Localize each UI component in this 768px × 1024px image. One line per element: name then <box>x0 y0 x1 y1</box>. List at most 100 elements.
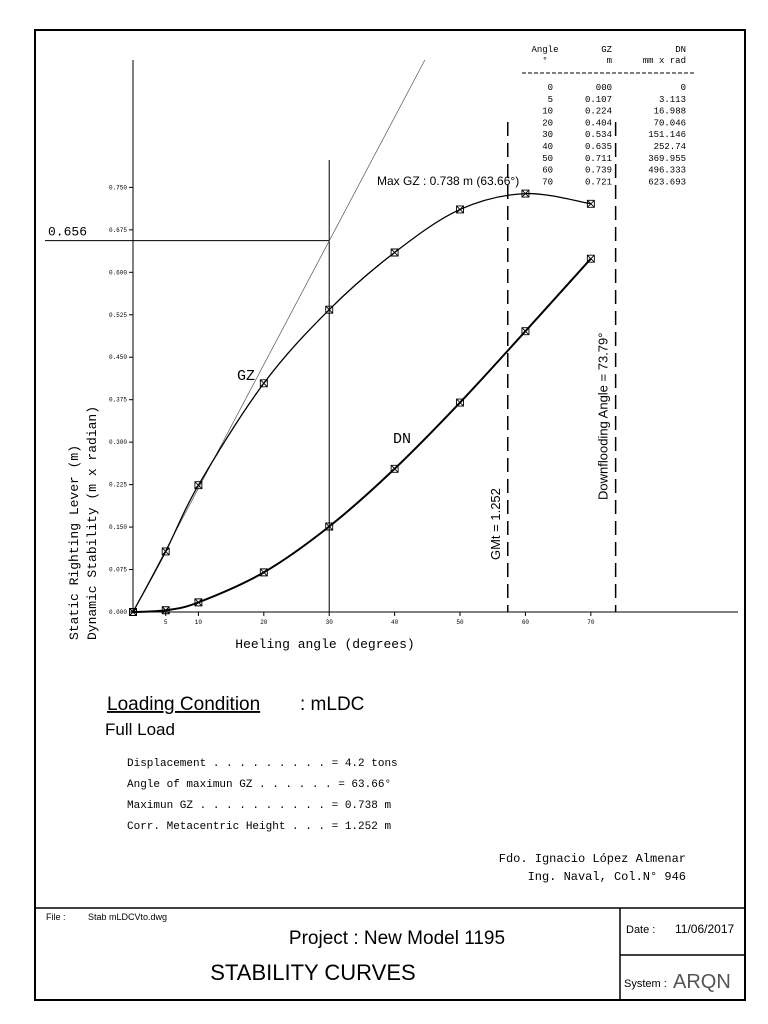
x-tick-label: 60 <box>522 619 530 626</box>
x-tick-label: 50 <box>456 619 464 626</box>
table-cell: 0 <box>681 83 686 93</box>
x-tick-label: 70 <box>587 619 595 626</box>
x-tick-label: 30 <box>326 619 334 626</box>
point-marker <box>325 305 334 314</box>
signature: Ing. Naval, Col.N° 946 <box>528 870 686 884</box>
y-tick-label: 0.000 <box>109 609 127 616</box>
table-cell: 30 <box>542 130 553 140</box>
loading-name: : mLDC <box>300 694 364 715</box>
detail: Maximun GZ . . . . . . . . . . = 0.738 m <box>127 800 391 812</box>
table-header: ° <box>542 56 547 66</box>
signature: Fdo. Ignacio López Almenar <box>499 852 686 866</box>
y-label: Dynamic Stability (m x radian) <box>85 406 100 640</box>
table-cell: 0.739 <box>585 166 612 176</box>
point-marker <box>586 254 595 263</box>
table-cell: 0.711 <box>585 154 612 164</box>
table-cell: 369.955 <box>648 154 686 164</box>
y-tick-label: 0.525 <box>109 312 127 319</box>
table-cell: 0.404 <box>585 118 612 128</box>
table-cell: 20 <box>542 118 553 128</box>
y-tick-label: 0.300 <box>109 439 127 446</box>
load: Full Load <box>105 720 175 739</box>
table-cell: 40 <box>542 142 553 152</box>
point-marker <box>456 398 464 407</box>
drawing-title: STABILITY CURVES <box>210 960 415 985</box>
table-cell: 496.333 <box>648 166 686 176</box>
file-label: File : <box>46 912 66 922</box>
reference-dashed-label: Downflooding Angle = 73.79° <box>596 333 611 500</box>
tangent <box>132 59 426 613</box>
detail: Displacement . . . . . . . . . = 4.2 ton… <box>127 758 398 770</box>
detail: Angle of maximun GZ . . . . . . = 63.66° <box>127 779 391 791</box>
y-tick-label: 0.450 <box>109 354 127 361</box>
point-marker <box>586 199 595 208</box>
table-cell: 0.635 <box>585 142 612 152</box>
detail: Corr. Metacentric Height . . . = 1.252 m <box>127 821 391 833</box>
x-tick-label: 20 <box>260 619 268 626</box>
point-marker <box>194 598 203 607</box>
x-tick-label: 40 <box>391 619 399 626</box>
y-tick-label: 0.600 <box>109 269 127 276</box>
table-cell: 0.721 <box>585 177 612 187</box>
table-header: DN <box>675 45 686 55</box>
y-tick-label: 0.375 <box>109 397 127 404</box>
point-marker <box>129 608 137 616</box>
table-cell: 0.107 <box>585 95 612 105</box>
date-label: Date : <box>626 924 655 936</box>
x-tick-label: 10 <box>195 619 203 626</box>
table-cell: 50 <box>542 154 553 164</box>
reference-label: 0.656 <box>48 225 87 240</box>
y-tick-label: 0.150 <box>109 524 127 531</box>
table-cell: 3.113 <box>659 95 686 105</box>
table-cell: 623.693 <box>648 177 686 187</box>
table-header: mm x rad <box>643 56 686 66</box>
frame <box>34 29 746 1001</box>
table-header: m <box>607 56 612 66</box>
file: Stab mLDCVto.dwg <box>88 912 167 922</box>
legend-label: GZ <box>237 368 255 385</box>
table-header: Angle <box>531 45 558 55</box>
y-tick-label: 0.675 <box>109 227 127 234</box>
reference-dashed-label: GMt = 1.252 <box>488 488 503 560</box>
table-cell: 0.534 <box>585 130 612 140</box>
table-cell: 000 <box>596 83 612 93</box>
table-cell: 0.224 <box>585 107 612 117</box>
system-label: System : <box>624 978 667 990</box>
table-cell: 151.146 <box>648 130 686 140</box>
table-cell: 10 <box>542 107 553 117</box>
point-marker <box>325 522 334 531</box>
table-cell: 252.74 <box>654 142 686 152</box>
project: Project : New Model 1195 <box>289 928 505 949</box>
point-marker <box>194 481 203 490</box>
table-cell: 0 <box>548 83 553 93</box>
y-tick-label: 0.225 <box>109 482 127 489</box>
point-marker <box>521 327 530 336</box>
table-cell: 70 <box>542 177 553 187</box>
point-marker <box>521 189 530 198</box>
loading-title: Loading Condition <box>107 694 260 715</box>
legend-label: DN <box>393 431 411 448</box>
loading-title: Loading Condition <box>107 694 260 715</box>
table-cell: 70.046 <box>654 118 686 128</box>
series-line <box>132 192 591 613</box>
table-cell: 60 <box>542 166 553 176</box>
point-marker <box>259 379 268 388</box>
point-marker <box>390 464 399 473</box>
point-marker <box>161 606 170 615</box>
point-marker <box>456 205 464 214</box>
x-tick-label: 5 <box>164 619 168 626</box>
table-cell: 5 <box>548 95 553 105</box>
x-label: Heeling angle (degrees) <box>235 637 414 652</box>
date: 11/06/2017 <box>675 922 734 936</box>
y-tick-label: 0.075 <box>109 567 127 574</box>
point-marker <box>161 547 170 556</box>
system: ARQN <box>673 971 731 993</box>
point-marker <box>259 568 268 577</box>
table-header: GZ <box>601 45 612 55</box>
point-marker <box>390 248 399 257</box>
y-label: Static Righting Lever (m) <box>67 445 82 640</box>
table-cell: 16.988 <box>654 107 686 117</box>
annotation: Max GZ : 0.738 m (63.66°) <box>377 174 519 188</box>
y-tick-label: 0.750 <box>109 184 127 191</box>
